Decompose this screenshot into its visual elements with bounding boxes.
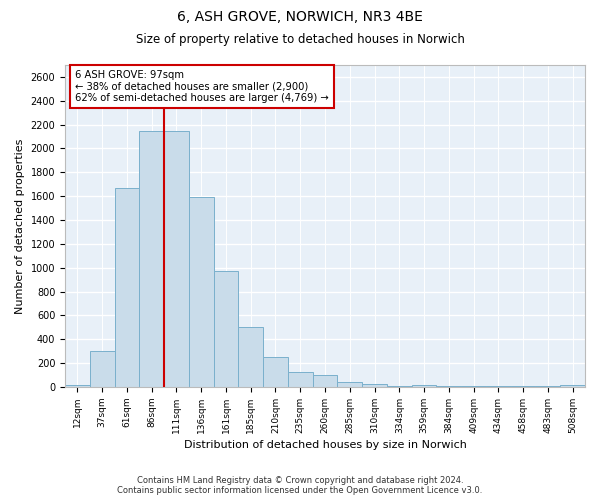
- Bar: [263, 357, 288, 387]
- Bar: [288, 372, 313, 387]
- Bar: [560, 384, 585, 387]
- Y-axis label: Number of detached properties: Number of detached properties: [15, 138, 25, 314]
- Bar: [436, 386, 461, 387]
- Bar: [362, 384, 387, 387]
- Bar: [535, 386, 560, 387]
- Bar: [90, 351, 115, 387]
- X-axis label: Distribution of detached houses by size in Norwich: Distribution of detached houses by size …: [184, 440, 466, 450]
- Bar: [214, 272, 238, 387]
- Bar: [412, 384, 436, 387]
- Text: Contains HM Land Registry data © Crown copyright and database right 2024.
Contai: Contains HM Land Registry data © Crown c…: [118, 476, 482, 495]
- Text: Size of property relative to detached houses in Norwich: Size of property relative to detached ho…: [136, 32, 464, 46]
- Bar: [486, 386, 511, 387]
- Bar: [387, 386, 412, 387]
- Text: 6, ASH GROVE, NORWICH, NR3 4BE: 6, ASH GROVE, NORWICH, NR3 4BE: [177, 10, 423, 24]
- Bar: [238, 328, 263, 387]
- Bar: [511, 386, 535, 387]
- Bar: [139, 130, 164, 387]
- Bar: [461, 386, 486, 387]
- Bar: [337, 382, 362, 387]
- Bar: [115, 188, 139, 387]
- Bar: [164, 130, 189, 387]
- Bar: [313, 375, 337, 387]
- Bar: [65, 384, 90, 387]
- Text: 6 ASH GROVE: 97sqm
← 38% of detached houses are smaller (2,900)
62% of semi-deta: 6 ASH GROVE: 97sqm ← 38% of detached hou…: [76, 70, 329, 103]
- Bar: [189, 198, 214, 387]
